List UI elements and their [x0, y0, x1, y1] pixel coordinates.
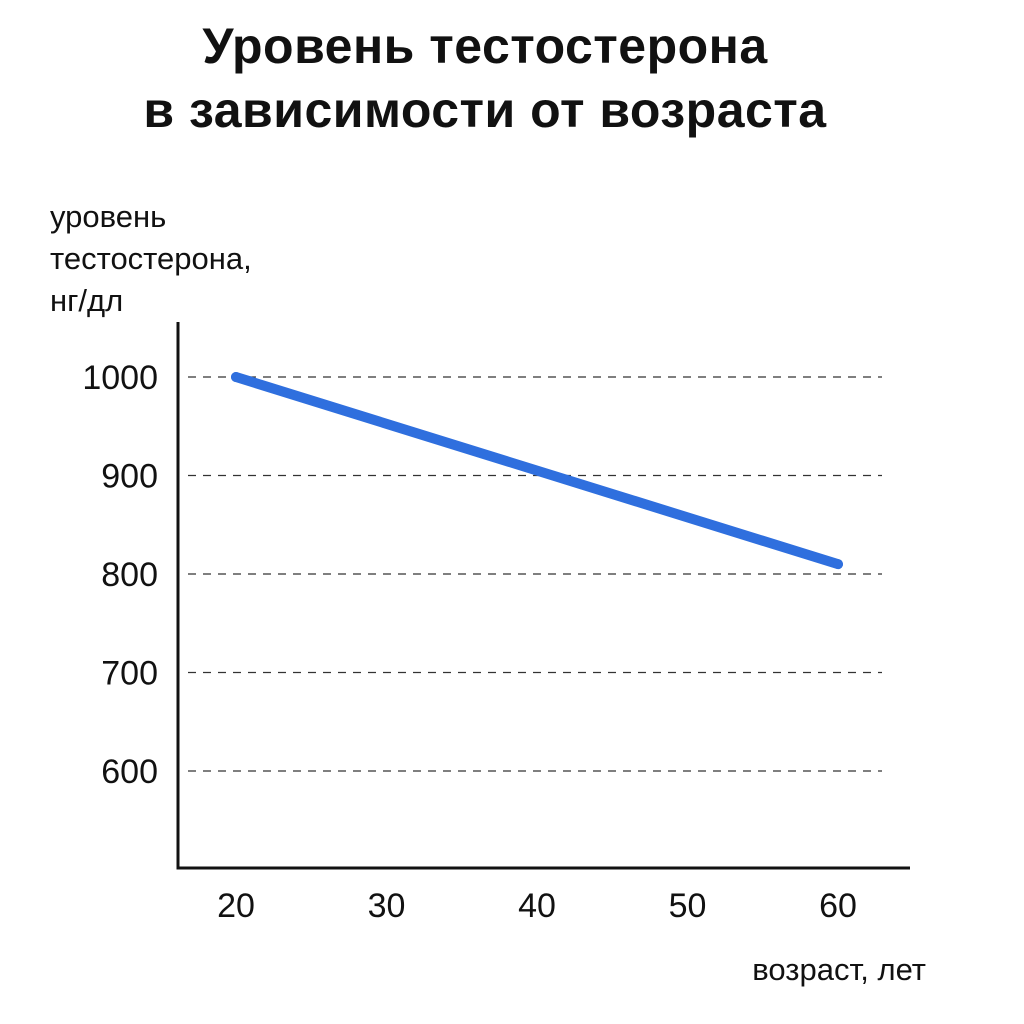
y-axis-label-line-3: нг/дл [50, 283, 124, 318]
tick-labels: 600 700 800 900 1000 20 30 40 50 60 [82, 359, 857, 925]
series-group [231, 372, 843, 570]
x-tick-label: 20 [217, 887, 255, 925]
y-tick-label: 900 [101, 458, 158, 496]
series-line-0 [231, 372, 843, 570]
x-tick-label: 50 [669, 887, 707, 925]
data-point [231, 372, 241, 382]
y-axis-label: уровень тестостерона, нг/дл [50, 196, 252, 322]
axes [176, 322, 910, 870]
data-point [833, 559, 843, 570]
y-tick-label: 600 [101, 753, 158, 791]
chart-title-line-1: Уровень тестостерона [202, 18, 768, 74]
y-axis-label-line-1: уровень [50, 199, 167, 234]
chart-title-line-2: в зависимости от возраста [143, 82, 827, 138]
x-tick-label: 60 [819, 887, 857, 925]
chart-title: Уровень тестостерона в зависимости от во… [0, 14, 970, 142]
y-tick-label: 800 [101, 556, 158, 594]
y-axis-label-line-2: тестостерона, [50, 241, 252, 276]
x-tick-label: 40 [518, 887, 556, 925]
grid-lines [188, 376, 882, 772]
x-axis-label: возраст, лет [752, 952, 926, 987]
y-tick-label: 1000 [82, 359, 158, 397]
x-tick-label: 30 [368, 887, 406, 925]
y-tick-label: 700 [101, 655, 158, 693]
